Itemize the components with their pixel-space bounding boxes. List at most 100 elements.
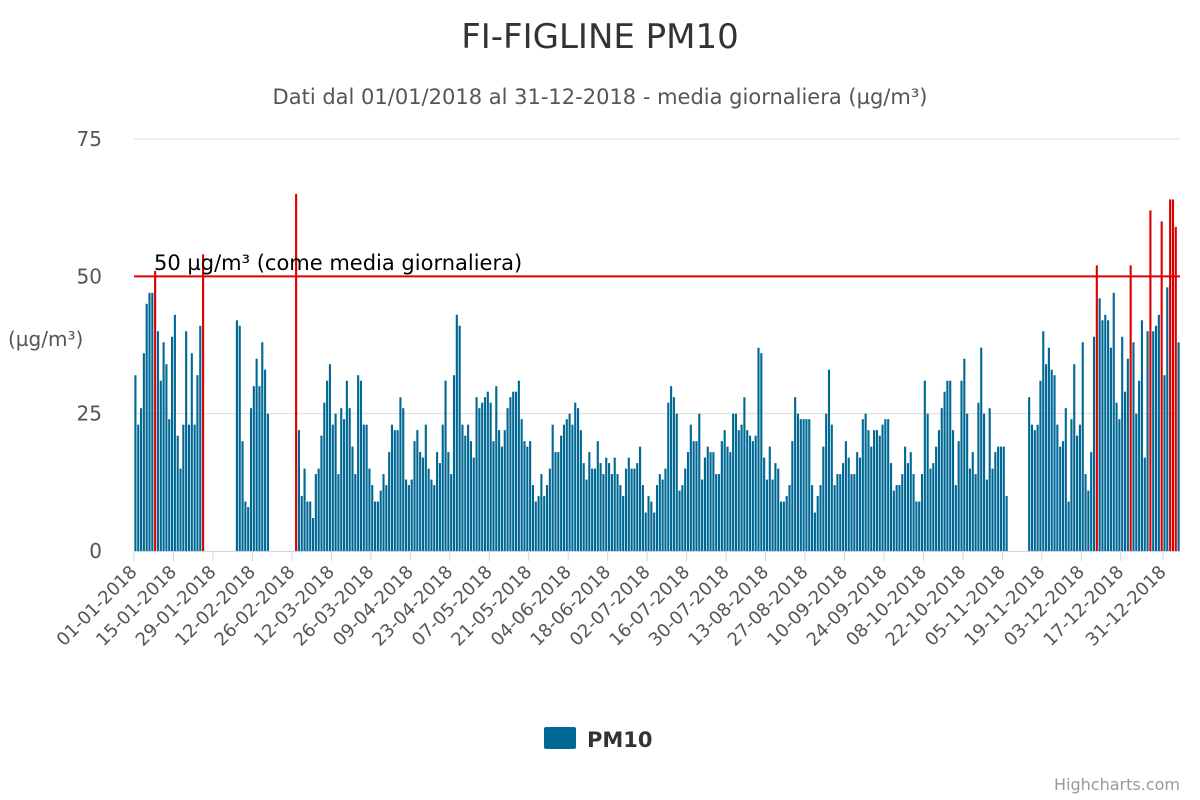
bar[interactable]	[145, 303, 148, 551]
bar[interactable]	[509, 397, 512, 551]
bar[interactable]	[320, 435, 323, 551]
bar[interactable]	[1163, 375, 1166, 551]
bar[interactable]	[235, 320, 238, 551]
bar[interactable]	[771, 479, 774, 551]
bar[interactable]	[481, 402, 484, 551]
bar[interactable]	[805, 419, 808, 551]
bar[interactable]	[923, 380, 926, 551]
bar[interactable]	[1067, 501, 1070, 551]
bar[interactable]	[1090, 452, 1093, 551]
bar[interactable]	[537, 496, 540, 551]
bar[interactable]	[376, 501, 379, 551]
bar[interactable]	[1149, 210, 1152, 551]
bar[interactable]	[670, 386, 673, 551]
bar[interactable]	[636, 463, 639, 551]
bar[interactable]	[342, 419, 346, 551]
bar[interactable]	[185, 331, 188, 551]
bar[interactable]	[878, 435, 881, 551]
bar[interactable]	[726, 446, 729, 551]
bar[interactable]	[850, 474, 853, 551]
bar[interactable]	[672, 397, 675, 551]
bar[interactable]	[1047, 347, 1050, 551]
bar[interactable]	[328, 364, 332, 551]
bar[interactable]	[1132, 342, 1135, 551]
bar[interactable]	[935, 446, 938, 551]
bar[interactable]	[681, 485, 684, 551]
bar[interactable]	[661, 479, 664, 551]
bar[interactable]	[881, 424, 884, 551]
bar[interactable]	[148, 292, 151, 551]
bar[interactable]	[768, 446, 771, 551]
bar[interactable]	[782, 501, 785, 551]
bar[interactable]	[932, 463, 935, 551]
bar[interactable]	[176, 435, 179, 551]
bar[interactable]	[244, 501, 247, 551]
bar[interactable]	[836, 474, 839, 551]
bar[interactable]	[822, 446, 825, 551]
bar[interactable]	[577, 408, 580, 551]
bar[interactable]	[334, 413, 337, 551]
bar[interactable]	[331, 424, 334, 551]
bar[interactable]	[974, 474, 977, 551]
bar[interactable]	[1171, 199, 1175, 551]
bar[interactable]	[1039, 380, 1042, 551]
bar[interactable]	[1036, 424, 1039, 551]
legend-swatch[interactable]	[544, 727, 576, 749]
bar[interactable]	[1059, 446, 1062, 551]
bar[interactable]	[557, 452, 560, 551]
bar[interactable]	[740, 424, 743, 551]
bar[interactable]	[920, 474, 924, 551]
bar[interactable]	[337, 474, 340, 551]
bar[interactable]	[340, 408, 343, 551]
bar[interactable]	[1109, 347, 1112, 551]
bar[interactable]	[345, 380, 348, 551]
bar[interactable]	[447, 452, 450, 551]
bar[interactable]	[297, 430, 300, 551]
bar[interactable]	[602, 474, 605, 551]
bar[interactable]	[898, 485, 901, 551]
bar[interactable]	[596, 441, 599, 551]
bar[interactable]	[650, 501, 653, 551]
bar[interactable]	[853, 474, 856, 551]
bar[interactable]	[943, 391, 946, 551]
bar[interactable]	[951, 430, 955, 551]
bar[interactable]	[616, 474, 619, 551]
bar[interactable]	[154, 270, 157, 551]
bar[interactable]	[1126, 358, 1129, 551]
bar[interactable]	[478, 408, 481, 551]
bar[interactable]	[548, 468, 551, 551]
bar[interactable]	[461, 424, 464, 551]
bar[interactable]	[475, 397, 478, 551]
bar[interactable]	[1098, 298, 1101, 551]
bar[interactable]	[906, 463, 909, 551]
bar[interactable]	[258, 386, 261, 551]
bar[interactable]	[957, 441, 960, 551]
bar[interactable]	[966, 413, 969, 551]
bar[interactable]	[1129, 265, 1132, 551]
bar[interactable]	[1166, 287, 1169, 551]
bar[interactable]	[266, 413, 269, 551]
bar[interactable]	[751, 441, 754, 551]
bar[interactable]	[162, 342, 165, 551]
bar[interactable]	[295, 193, 298, 551]
bar[interactable]	[1135, 413, 1138, 551]
bar[interactable]	[168, 419, 171, 551]
bar[interactable]	[436, 452, 439, 551]
bar[interactable]	[311, 518, 315, 551]
bar[interactable]	[624, 468, 628, 551]
bar[interactable]	[830, 424, 833, 551]
bar[interactable]	[543, 496, 546, 551]
bar[interactable]	[895, 485, 898, 551]
bar[interactable]	[732, 413, 735, 551]
bar[interactable]	[523, 441, 526, 551]
bar[interactable]	[405, 479, 408, 551]
bar[interactable]	[526, 446, 529, 551]
bar[interactable]	[385, 485, 388, 551]
bar[interactable]	[856, 452, 859, 551]
bar[interactable]	[1095, 265, 1098, 551]
bar[interactable]	[182, 424, 185, 551]
bar[interactable]	[813, 512, 816, 551]
bar[interactable]	[565, 419, 568, 551]
bar[interactable]	[1005, 496, 1008, 551]
bar[interactable]	[686, 452, 690, 551]
